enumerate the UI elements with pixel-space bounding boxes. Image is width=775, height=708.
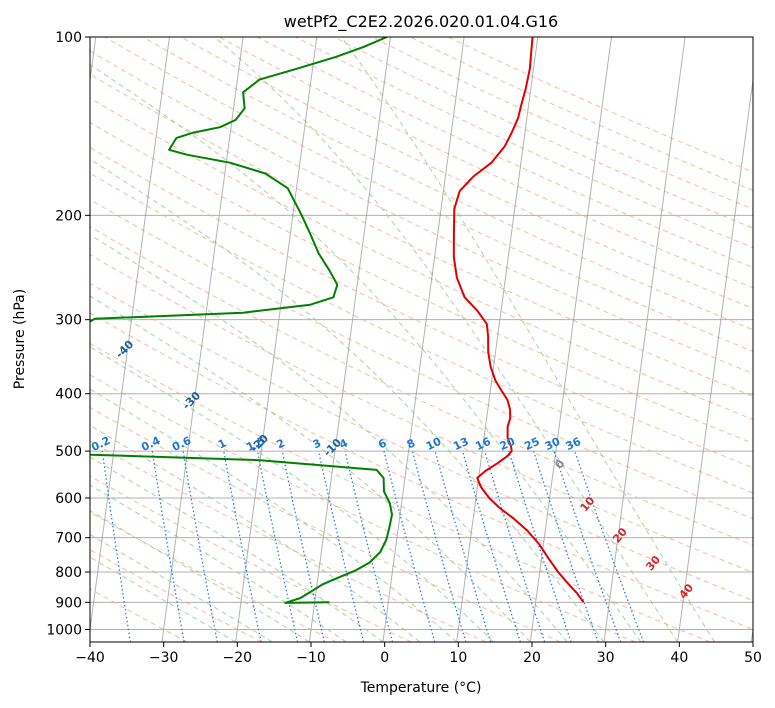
isotherm-line — [529, 37, 612, 642]
mixing-ratio-label: 13 — [451, 435, 470, 453]
axes: −40 −30 −20 −10 0 10 20 30 40 50 100 200 300 400 500 60… — [46, 30, 762, 666]
temperature-line — [452, 37, 585, 603]
chart-title: wetPf2_C2E2.2026.020.01.04.G16 — [284, 12, 558, 32]
mixing-ratio-line — [101, 451, 131, 642]
moist-adiabat-line — [90, 388, 458, 642]
moist-adiabat-line — [340, 37, 715, 642]
dry-adiabat-line — [180, 37, 753, 310]
mixing-ratio-label: 36 — [564, 435, 584, 453]
x-tick-label: 10 — [449, 650, 467, 666]
moist-adiabat-line — [90, 556, 236, 642]
moist-adiabat-line — [90, 295, 531, 642]
moist-adiabat-line — [214, 37, 679, 642]
mixing-ratio-line — [411, 450, 467, 642]
mixing-ratio-line — [553, 450, 622, 642]
dry-adiabat-line — [90, 198, 753, 520]
dry-adiabat-line — [90, 226, 753, 546]
dry-adiabat-line — [218, 37, 753, 289]
dry-adiabat-line — [90, 121, 753, 444]
mixing-ratio-line — [533, 450, 599, 642]
moist-adiabat-line — [90, 424, 421, 642]
mixing-ratio-line — [383, 450, 436, 642]
mixing-ratio-line — [317, 450, 365, 642]
mixing-ratio-line — [434, 450, 492, 642]
isotherm-line — [235, 37, 318, 642]
dry-adiabat-line — [90, 342, 711, 642]
x-tick-label: −40 — [75, 650, 105, 666]
x-tick-label: 30 — [597, 650, 615, 666]
mixing-ratio-line — [484, 450, 546, 642]
mixing-ratio-line — [574, 450, 645, 642]
isotherm-line — [308, 37, 391, 642]
dry-adiabat-line — [90, 406, 561, 642]
series-lines — [90, 37, 585, 604]
isotherm-line — [382, 37, 465, 642]
dry-adiabat-line — [104, 37, 753, 352]
plot-frame — [89, 36, 754, 643]
isotherm-line — [161, 37, 244, 642]
dewpoint-line — [90, 37, 393, 604]
mixing-ratio-label: 30 — [543, 435, 563, 453]
dry-adiabat-line — [90, 73, 753, 397]
dry-adiabat-line — [90, 549, 263, 642]
x-tick-label: −10 — [296, 650, 326, 666]
mixing-ratio-line — [223, 450, 262, 642]
dry-adiabat-line — [90, 312, 753, 630]
x-tick-label: −30 — [149, 650, 179, 666]
mixing-ratio-label: 25 — [522, 435, 541, 453]
y-tick-label: 900 — [55, 595, 82, 611]
moist-adiabat-line — [90, 64, 642, 642]
y-tick-label: 600 — [55, 491, 82, 507]
dry-adiabat-line — [90, 511, 337, 642]
isotherm-line — [677, 76, 753, 642]
dry-adiabat-line — [90, 440, 487, 642]
x-tick-label: 40 — [670, 650, 688, 666]
y-axis-label: Pressure (hPa) — [12, 289, 28, 389]
y-tick-label: 800 — [55, 565, 82, 581]
y-tick-label: 500 — [55, 444, 82, 460]
mixing-ratio-line — [344, 450, 394, 642]
y-tick-label: 400 — [55, 387, 82, 403]
isotherm-line — [90, 37, 170, 634]
y-tick-label: 1000 — [46, 622, 82, 638]
x-axis-label: Temperature (°C) — [360, 680, 482, 696]
isotherm-line — [456, 37, 539, 642]
dry-adiabat-line — [90, 146, 753, 469]
mixing-ratio-line — [256, 450, 299, 642]
mixing-ratio-line — [461, 450, 521, 642]
isotherm-line — [603, 37, 686, 642]
x-tick-label: 20 — [523, 650, 541, 666]
x-tick-label: −20 — [223, 650, 253, 666]
x-tick-label: 0 — [380, 650, 389, 666]
mixing-ratio-label: 10 — [424, 435, 444, 453]
mixing-ratio-label: 16 — [473, 435, 493, 453]
moist-adiabat-line — [90, 456, 384, 642]
y-tick-label: 200 — [55, 208, 82, 224]
mixing-ratio-label: 20 — [498, 435, 518, 453]
moist-adiabat-line — [90, 534, 273, 642]
dry-adiabat-line — [90, 374, 636, 642]
mixing-ratio-line — [281, 450, 325, 642]
moist-adiabat-line — [90, 234, 568, 642]
y-tick-label: 100 — [55, 30, 82, 46]
mixing-ratio-line — [508, 450, 572, 642]
x-tick-label: 50 — [744, 650, 762, 666]
y-tick-label: 300 — [55, 313, 82, 329]
y-tick-label: 700 — [55, 531, 82, 547]
